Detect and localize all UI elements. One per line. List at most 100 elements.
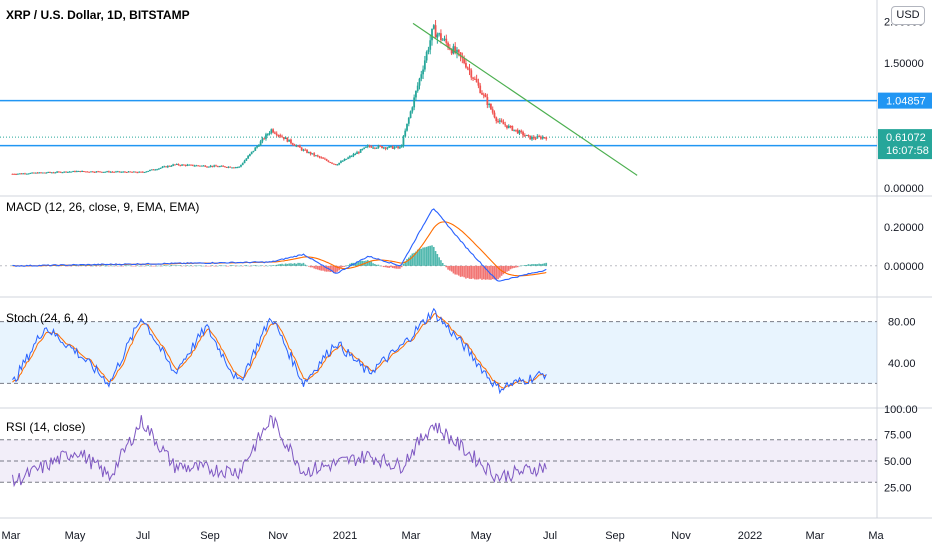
stoch-pane[interactable]	[0, 307, 877, 395]
price-candle-body	[288, 139, 291, 142]
price-candle-body	[43, 172, 46, 174]
rsi-tick-label: 50.00	[884, 456, 912, 468]
macd-histogram-bar	[168, 265, 171, 267]
price-candle-body	[465, 63, 467, 68]
macd-histogram-bar	[11, 265, 14, 266]
price-candle-body	[281, 136, 283, 138]
macd-histogram-bar	[370, 261, 373, 266]
macd-histogram-bar	[225, 265, 228, 267]
macd-histogram-bar	[100, 265, 103, 266]
price-candle-body	[409, 111, 412, 118]
price-candle-body	[416, 85, 419, 91]
price-candle-body	[418, 78, 421, 86]
macd-histogram-bar	[529, 264, 531, 266]
price-candle-body	[268, 132, 271, 135]
macd-histogram-bar	[407, 257, 410, 266]
macd-histogram-bar	[165, 265, 167, 266]
price-candle-body	[293, 144, 296, 146]
macd-histogram-bar	[345, 265, 348, 267]
macd-histogram-bar	[474, 265, 476, 280]
price-candle-body	[331, 162, 333, 164]
macd-histogram-bar	[366, 260, 369, 266]
macd-histogram-bar	[397, 265, 399, 269]
macd-histogram-bar	[108, 265, 110, 267]
price-candle-body	[540, 136, 542, 139]
macd-histogram-bar	[211, 265, 214, 266]
price-candle-body	[420, 74, 423, 79]
price-candle-body	[184, 164, 187, 166]
macd-histogram-bar	[172, 265, 174, 267]
macd-histogram-bar	[420, 248, 423, 266]
x-tick-label: Nov	[268, 530, 288, 542]
price-candle-body	[450, 49, 453, 54]
chart-title: XRP / U.S. Dollar, 1D, BITSTAMP	[6, 8, 190, 22]
price-candle-body	[195, 165, 198, 167]
price-candle-body	[470, 70, 473, 78]
macd-histogram-bar	[336, 265, 339, 272]
price-candle-body	[486, 97, 489, 105]
price-candle-body	[277, 135, 280, 137]
macd-histogram-bar	[384, 265, 387, 268]
price-candle-body	[459, 52, 462, 57]
price-candle-body	[432, 25, 435, 29]
macd-histogram-bar	[358, 261, 360, 266]
macd-histogram-bar	[279, 264, 282, 266]
macd-histogram-bar	[522, 265, 524, 266]
macd-histogram-bar	[79, 265, 82, 266]
price-candle-body	[359, 149, 362, 153]
price-candle-body	[368, 145, 371, 147]
macd-histogram-bar	[145, 265, 148, 267]
macd-pane[interactable]	[0, 208, 877, 282]
price-candle-body	[66, 171, 69, 173]
macd-histogram-bar	[284, 263, 287, 266]
price-candle-body	[190, 164, 192, 166]
price-candle-body	[307, 152, 310, 154]
price-candle-body	[456, 49, 458, 53]
macd-histogram-bar	[413, 252, 415, 266]
price-candle-body	[31, 172, 34, 174]
price-candle-body	[366, 145, 369, 147]
price-candle-body	[165, 166, 167, 168]
price-candle-body	[443, 38, 446, 40]
macd-histogram-bar	[174, 265, 176, 266]
price-candle-body	[236, 167, 239, 169]
price-candle-body	[84, 171, 87, 173]
price-candle-body	[274, 132, 276, 134]
price-candle-body	[309, 152, 312, 155]
macd-histogram-bar	[316, 265, 319, 270]
macd-histogram-bar	[465, 265, 467, 279]
price-candle-body	[306, 150, 308, 153]
macd-histogram-bar	[447, 265, 449, 270]
price-candle-body	[213, 165, 216, 167]
macd-histogram-bar	[234, 265, 237, 267]
macd-histogram-bar	[206, 265, 208, 267]
price-candle-body	[413, 97, 416, 108]
price-candle-body	[11, 173, 14, 175]
price-candle-body	[24, 173, 26, 175]
price-pane[interactable]	[0, 20, 877, 176]
price-candle-body	[82, 171, 85, 173]
rsi-pane[interactable]	[0, 414, 877, 488]
price-candle-body	[15, 174, 17, 176]
macd-histogram-bar	[152, 265, 155, 267]
macd-histogram-bar	[209, 265, 212, 267]
currency-badge[interactable]: USD	[891, 6, 925, 25]
price-candle-body	[534, 138, 537, 140]
macd-histogram-bar	[300, 263, 303, 266]
current-price-tag-label: 0.61072	[886, 132, 926, 144]
macd-histogram-bar	[525, 265, 528, 266]
macd-histogram-bar	[454, 265, 457, 275]
macd-tick-label: 0.20000	[884, 222, 924, 234]
price-candle-body	[172, 164, 175, 166]
price-candle-body	[323, 158, 326, 160]
macd-histogram-bar	[518, 265, 521, 267]
macd-histogram-bar	[383, 265, 385, 268]
macd-histogram-bar	[377, 264, 380, 266]
price-candle-body	[479, 85, 482, 93]
macd-label: MACD (12, 26, close, 9, EMA, EMA)	[6, 200, 199, 214]
macd-histogram-bar	[340, 265, 342, 269]
macd-histogram-bar	[288, 263, 290, 266]
x-tick-label: May	[65, 530, 86, 542]
price-candle-body	[179, 165, 182, 167]
